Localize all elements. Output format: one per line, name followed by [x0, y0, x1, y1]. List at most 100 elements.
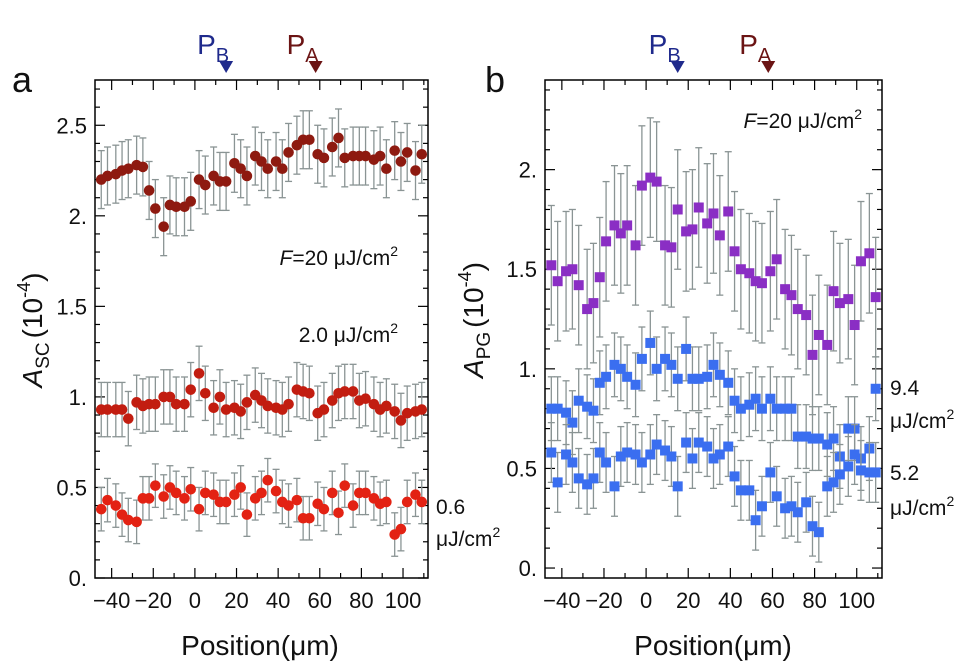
data-point	[622, 220, 633, 231]
data-point	[102, 170, 113, 182]
data-point	[622, 447, 633, 458]
y-tick-label: 1.	[69, 385, 87, 410]
marker-main: P	[739, 29, 758, 60]
y-axis-title: APG (10-4)	[455, 262, 495, 380]
data-point	[744, 399, 755, 410]
data-point	[241, 509, 253, 520]
annotation-text: 2.0 μJ/cm	[299, 324, 390, 347]
data-point	[822, 481, 833, 492]
y-axis-title-unit: (10	[17, 298, 48, 338]
data-point	[185, 483, 197, 495]
data-point	[714, 369, 725, 380]
annotation-sup: 2	[492, 524, 500, 540]
x-tick-label: 100	[385, 588, 422, 613]
data-point	[326, 141, 338, 153]
annotation-f06a: 0.6	[436, 496, 465, 519]
y-axis-title-exp: -4	[14, 282, 34, 298]
panel-b: −40 −20 0 20 40 60 80 100 0. 0.5 1. 1.5 2. b Position(…	[455, 29, 954, 661]
data-point	[291, 494, 303, 506]
position-marker-label: PB	[649, 29, 681, 67]
data-point	[395, 523, 407, 535]
x-tick-label: 40	[266, 588, 290, 613]
data-point	[283, 147, 294, 158]
data-point	[360, 487, 371, 499]
data-point	[374, 150, 386, 162]
data-point	[666, 242, 677, 253]
data-point	[786, 290, 797, 301]
data-point	[855, 465, 866, 476]
data-point	[110, 500, 122, 511]
x-tick-label: −40	[543, 588, 580, 613]
plot-frame	[94, 79, 429, 579]
data-point	[326, 395, 338, 406]
data-point	[636, 457, 647, 468]
data-point	[855, 256, 866, 267]
data-point	[193, 503, 205, 515]
data-point	[150, 203, 161, 214]
series-2	[546, 412, 881, 563]
data-point	[561, 449, 572, 460]
data-point	[401, 407, 413, 419]
data-point	[672, 481, 683, 492]
y-axis-title-exp: -4	[455, 271, 475, 287]
data-point	[756, 501, 767, 512]
data-point	[636, 180, 647, 191]
data-point	[813, 329, 824, 340]
data-point	[552, 403, 563, 414]
data-point	[843, 423, 854, 434]
data-point	[333, 507, 344, 519]
data-point	[229, 489, 240, 500]
data-point	[339, 386, 351, 397]
data-point	[843, 461, 854, 472]
annotation-f20: F=20 μJ/cm2	[279, 243, 398, 270]
data-point	[235, 163, 246, 175]
data-point	[750, 515, 761, 526]
data-point	[185, 384, 197, 395]
data-point	[708, 208, 719, 219]
data-point	[792, 431, 803, 442]
data-point	[651, 439, 662, 450]
annotation-f94b: μJ/cm2	[890, 406, 954, 433]
position-marker-triangle	[308, 61, 323, 73]
annotation-sup: 2	[946, 493, 954, 509]
data-point	[270, 156, 282, 167]
data-point	[158, 491, 169, 502]
data-point	[834, 298, 845, 309]
data-point	[326, 487, 338, 499]
data-point	[381, 400, 392, 412]
data-point	[756, 278, 767, 289]
marker-sub: B	[667, 45, 680, 67]
y-tick-label: 2.5	[56, 113, 87, 138]
data-point	[567, 417, 578, 428]
y-tick-label: 0.5	[56, 475, 87, 500]
data-point	[834, 469, 845, 480]
data-point	[708, 359, 719, 370]
x-axis-title: Position(μm)	[634, 630, 792, 661]
data-point	[813, 433, 824, 444]
data-point	[660, 445, 671, 456]
data-point	[123, 413, 134, 424]
data-point	[744, 268, 755, 279]
y-tick-label: 2.	[69, 204, 87, 229]
y-tick-label: 0.	[69, 566, 87, 591]
y-tick-label: 1.	[519, 357, 537, 382]
data-point	[546, 447, 557, 458]
y-axis-title-main: A	[458, 359, 489, 380]
marker-main: P	[287, 29, 306, 60]
data-point	[235, 406, 246, 417]
y-tick-label: 1.5	[506, 257, 537, 282]
data-point	[588, 298, 599, 309]
data-point	[801, 431, 812, 442]
data-point	[381, 496, 392, 508]
position-marker-label: PB	[197, 29, 229, 67]
data-point	[561, 266, 572, 277]
data-point	[208, 402, 219, 414]
data-point	[262, 474, 274, 486]
y-axis-title-close: )	[458, 262, 489, 271]
data-point	[870, 383, 881, 394]
series-1	[546, 310, 881, 492]
data-point	[765, 467, 776, 478]
data-point	[645, 449, 656, 460]
x-tick-label: 40	[718, 588, 742, 613]
